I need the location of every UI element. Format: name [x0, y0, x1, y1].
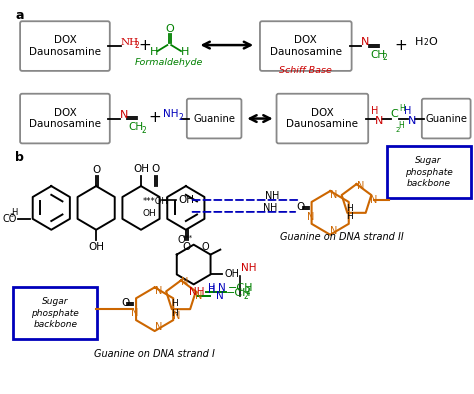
Text: N: N — [263, 203, 271, 213]
Text: H: H — [272, 191, 279, 201]
Text: N: N — [330, 226, 338, 236]
Text: N: N — [307, 212, 314, 222]
Text: H: H — [346, 204, 353, 214]
Text: O: O — [92, 165, 100, 175]
Text: N: N — [181, 277, 189, 287]
Text: N: N — [370, 195, 378, 205]
Text: H: H — [346, 212, 353, 221]
Text: 2: 2 — [134, 41, 139, 50]
Text: H: H — [404, 106, 412, 115]
Text: O: O — [182, 242, 191, 252]
FancyBboxPatch shape — [13, 287, 97, 339]
Text: 2: 2 — [395, 128, 400, 134]
Text: Formaldehyde: Formaldehyde — [135, 58, 203, 67]
Text: N: N — [375, 115, 383, 126]
Text: CO: CO — [3, 214, 17, 224]
Text: NH: NH — [241, 264, 257, 273]
FancyBboxPatch shape — [276, 94, 368, 143]
Text: N: N — [155, 286, 162, 296]
Text: 2: 2 — [246, 287, 250, 296]
FancyBboxPatch shape — [260, 21, 352, 71]
Text: DOX
Daunosamine: DOX Daunosamine — [29, 35, 101, 57]
Text: CH: CH — [370, 50, 385, 60]
Text: N: N — [131, 308, 139, 318]
Text: O: O — [428, 37, 438, 47]
Text: a: a — [15, 9, 24, 22]
Text: H: H — [209, 283, 216, 294]
Text: H: H — [209, 285, 216, 296]
FancyBboxPatch shape — [187, 99, 241, 138]
Text: 3: 3 — [9, 214, 13, 218]
Text: O: O — [201, 242, 209, 252]
Text: H: H — [415, 37, 423, 47]
Text: OH: OH — [224, 269, 239, 279]
Text: O: O — [152, 164, 160, 174]
Text: NH: NH — [120, 37, 139, 46]
Text: Schiff Base: Schiff Base — [279, 67, 332, 75]
Text: O: O — [177, 235, 185, 245]
Text: H: H — [149, 47, 158, 57]
FancyBboxPatch shape — [20, 21, 110, 71]
Text: C: C — [391, 109, 398, 119]
Text: DOX
Daunosamine: DOX Daunosamine — [286, 108, 358, 129]
Text: OH: OH — [178, 195, 194, 205]
Text: OH: OH — [143, 209, 157, 218]
Text: H: H — [11, 208, 17, 217]
FancyBboxPatch shape — [422, 99, 471, 138]
Text: H: H — [171, 299, 178, 308]
Text: N: N — [155, 322, 162, 332]
Text: 2: 2 — [424, 37, 428, 46]
Text: N: N — [361, 37, 370, 47]
Text: OH: OH — [88, 242, 104, 252]
Text: H: H — [371, 106, 379, 115]
Text: DOX
Daunosamine: DOX Daunosamine — [270, 35, 342, 57]
Text: H: H — [171, 309, 178, 318]
Text: ***OH: ***OH — [143, 197, 169, 206]
Text: −CH: −CH — [226, 288, 251, 298]
Text: N: N — [330, 190, 338, 200]
Text: N: N — [195, 291, 202, 301]
FancyBboxPatch shape — [387, 146, 471, 198]
Text: NH: NH — [189, 287, 204, 297]
Text: +: + — [394, 37, 407, 52]
Text: N: N — [119, 110, 128, 120]
Text: NH: NH — [164, 109, 179, 119]
Text: O: O — [297, 202, 305, 212]
FancyBboxPatch shape — [20, 94, 110, 143]
Text: N: N — [216, 291, 224, 301]
Text: H: H — [181, 47, 189, 57]
Text: N: N — [408, 115, 417, 126]
Text: Guanine: Guanine — [193, 113, 235, 124]
Text: Sugar
phosphate
backbone: Sugar phosphate backbone — [31, 297, 79, 329]
Text: +: + — [138, 37, 151, 52]
Text: DOX
Daunosamine: DOX Daunosamine — [29, 108, 101, 129]
Text: Guanine on DNA strand II: Guanine on DNA strand II — [280, 232, 404, 242]
Text: CH: CH — [128, 123, 144, 132]
Text: 2: 2 — [243, 292, 248, 301]
Text: Guanine on DNA strand I: Guanine on DNA strand I — [94, 349, 215, 359]
Text: +: + — [148, 110, 161, 125]
Text: 2: 2 — [383, 54, 388, 63]
Text: N: N — [357, 181, 364, 191]
Text: OH: OH — [133, 164, 149, 174]
Text: H: H — [270, 203, 277, 213]
Text: N: N — [218, 283, 226, 294]
Text: Guanine: Guanine — [425, 113, 467, 124]
Text: ***: *** — [183, 235, 193, 241]
Text: N: N — [265, 191, 273, 201]
Text: O: O — [165, 24, 173, 34]
Text: 2: 2 — [178, 113, 183, 122]
Text: N: N — [173, 311, 181, 321]
Text: b: b — [15, 151, 24, 164]
Text: H: H — [399, 121, 404, 130]
Text: −CH: −CH — [228, 283, 253, 294]
Text: 2: 2 — [141, 126, 146, 135]
Text: H: H — [400, 104, 405, 113]
Text: Sugar
phosphate
backbone: Sugar phosphate backbone — [405, 156, 453, 188]
Text: O: O — [121, 298, 129, 308]
